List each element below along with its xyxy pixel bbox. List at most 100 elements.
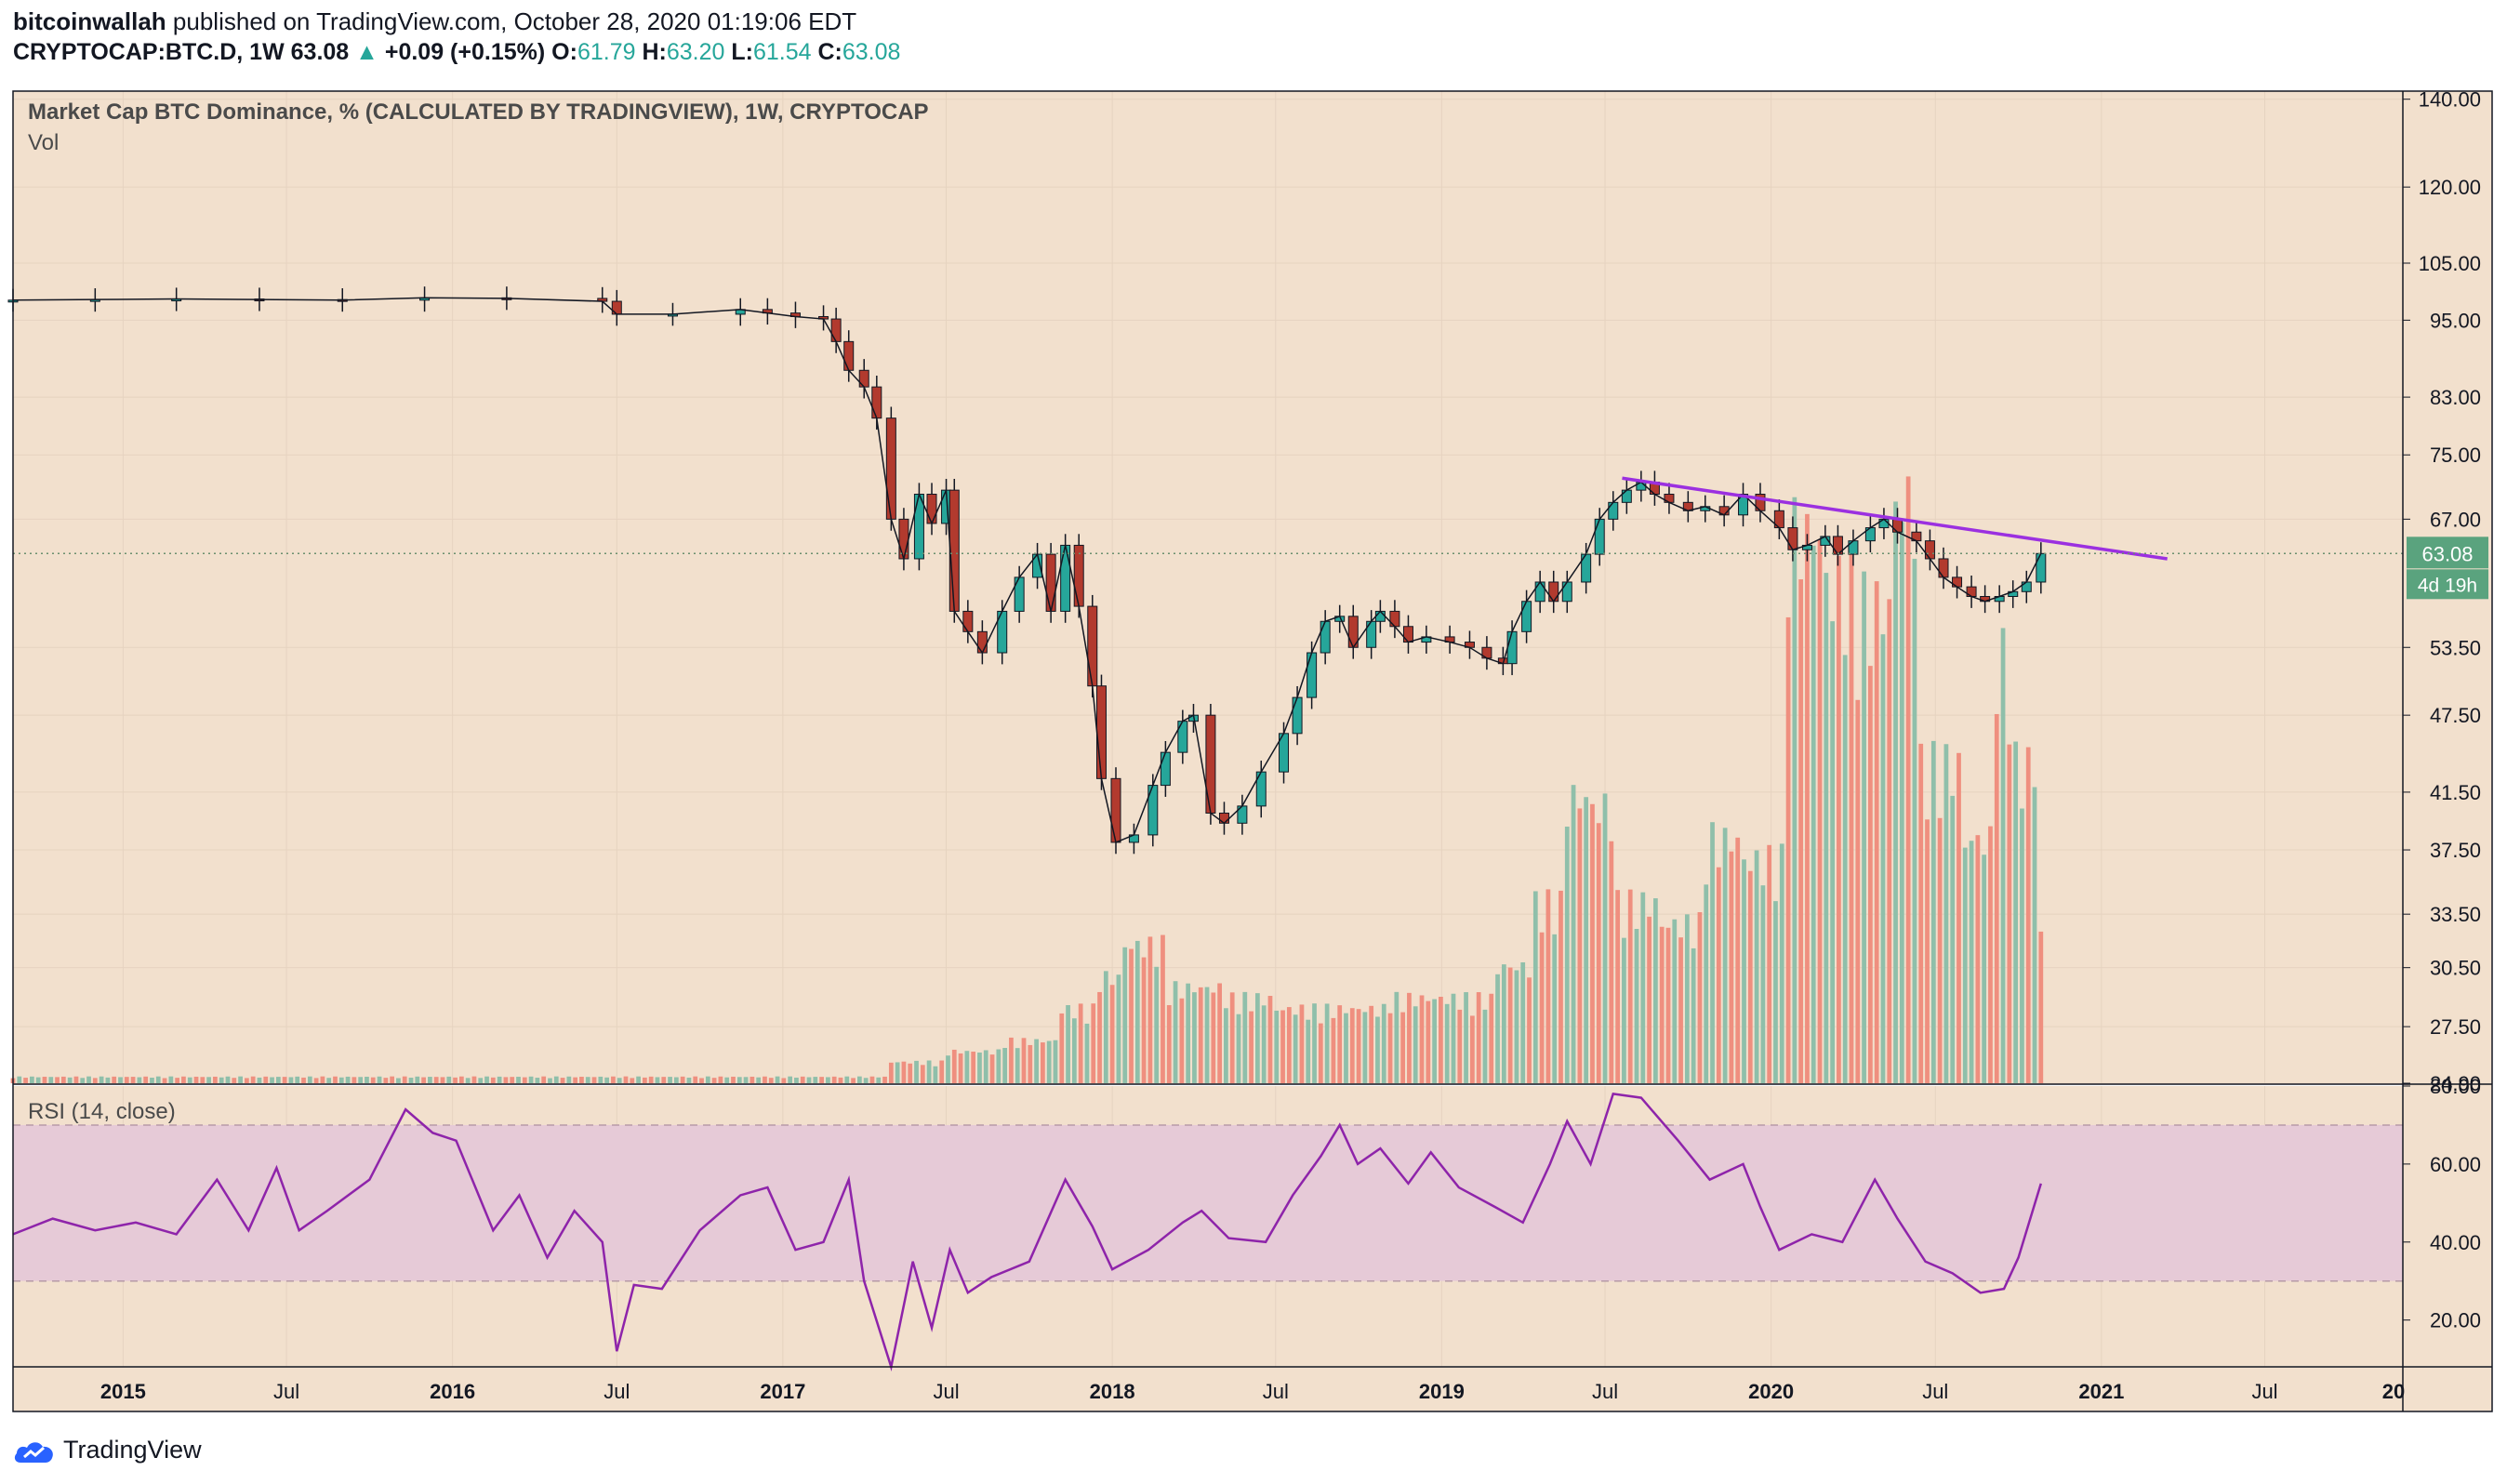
- volume-bar: [1527, 977, 1532, 1083]
- volume-bar: [358, 1077, 364, 1083]
- volume-bar: [876, 1077, 882, 1083]
- volume-bar: [175, 1078, 180, 1083]
- volume-bar: [1817, 539, 1823, 1083]
- volume-bar: [1154, 966, 1160, 1083]
- volume-bar: [1773, 901, 1778, 1083]
- volume-bar: [2000, 628, 2006, 1083]
- volume-bar: [86, 1076, 91, 1083]
- candle-body: [2021, 581, 2032, 592]
- volume-bar: [1166, 1005, 1172, 1083]
- volume-bar: [390, 1076, 395, 1083]
- author-name[interactable]: bitcoinwallah: [13, 7, 166, 35]
- volume-bar: [345, 1076, 351, 1083]
- volume-bar: [1426, 1000, 1431, 1083]
- candle-body: [1307, 652, 1318, 698]
- volume-bar: [35, 1077, 41, 1083]
- volume-bar: [1982, 855, 1987, 1083]
- volume-bar: [200, 1077, 206, 1083]
- volume-bar: [1318, 1023, 1323, 1083]
- volume-bar: [270, 1077, 274, 1083]
- volume-bar: [1280, 1010, 1285, 1083]
- volume-bar: [819, 1077, 824, 1083]
- volume-bar: [1419, 995, 1425, 1083]
- volume-bar: [1255, 993, 1260, 1083]
- time-axis-label: 2021: [2078, 1380, 2124, 1403]
- rsi-band: [13, 1124, 2403, 1281]
- last-price-label: 63.08: [2421, 542, 2473, 565]
- volume-bar: [1028, 1044, 1033, 1083]
- volume-bar: [383, 1078, 389, 1083]
- volume-bar: [490, 1077, 496, 1083]
- volume-bar: [1286, 1007, 1292, 1083]
- volume-bar: [1204, 987, 1210, 1083]
- volume-bar: [617, 1078, 622, 1083]
- volume-bar: [1640, 892, 1646, 1083]
- volume-bar: [187, 1077, 192, 1083]
- symbol-name: CRYPTOCAP:BTC.D, 1W: [13, 39, 285, 65]
- volume-bar: [124, 1077, 129, 1083]
- volume-bar: [630, 1078, 635, 1083]
- volume-bar: [699, 1078, 704, 1083]
- volume-bar: [958, 1053, 963, 1083]
- volume-bar: [1501, 964, 1506, 1083]
- up-arrow-icon: ▲: [355, 39, 378, 65]
- volume-bar: [1785, 616, 1791, 1083]
- volume-bar: [1261, 1005, 1267, 1083]
- time-axis-label: Jul: [604, 1380, 630, 1403]
- volume-bar: [1622, 937, 1626, 1083]
- volume-bar: [55, 1077, 60, 1083]
- rsi-pane-title: RSI (14, close): [28, 1099, 176, 1124]
- volume-bar: [1464, 992, 1468, 1083]
- volume-bar: [882, 1076, 887, 1083]
- volume-bar: [73, 1076, 79, 1083]
- volume-bar: [1507, 967, 1513, 1083]
- volume-bar: [2038, 931, 2044, 1083]
- volume-bar: [17, 1076, 22, 1083]
- candle-body: [1787, 527, 1798, 550]
- volume-bar: [1312, 1003, 1317, 1083]
- volume-bar: [983, 1050, 988, 1083]
- price-axis-label: 47.50: [2430, 704, 2481, 727]
- volume-bar: [856, 1076, 862, 1083]
- time-axis-label: Jul: [2251, 1380, 2277, 1403]
- time-axis-label: Jul: [933, 1380, 959, 1403]
- candle-body: [1548, 581, 1559, 603]
- volume-bar: [1217, 983, 1222, 1083]
- volume-bar: [1653, 898, 1658, 1083]
- volume-bar: [1489, 993, 1494, 1083]
- tradingview-logo[interactable]: TradingView: [13, 1436, 202, 1464]
- volume-bar: [1059, 1013, 1065, 1083]
- volume-bar: [971, 1051, 976, 1083]
- volume-bar: [1324, 1003, 1330, 1083]
- volume-bar: [1293, 1014, 1298, 1083]
- volume-bar: [1742, 859, 1746, 1083]
- volume-bar: [1349, 1008, 1355, 1083]
- candle-body: [976, 630, 988, 654]
- volume-bar: [1495, 974, 1500, 1083]
- volume-bar: [1109, 985, 1115, 1083]
- volume-bar: [831, 1076, 837, 1083]
- volume-bar: [288, 1077, 294, 1083]
- volume-bar: [510, 1077, 515, 1083]
- chart-frame: [12, 90, 2493, 1412]
- volume-bar: [1918, 743, 1924, 1083]
- volume-bar: [2013, 741, 2019, 1083]
- volume-bar: [1779, 843, 1784, 1083]
- volume-bar: [143, 1076, 149, 1083]
- volume-bar: [1994, 713, 1999, 1083]
- volume-bar: [1066, 1005, 1070, 1083]
- volume-bar: [1811, 545, 1816, 1083]
- price-axis-label: 30.50: [2430, 957, 2481, 980]
- candle-body: [1045, 553, 1056, 612]
- volume-bar: [1729, 851, 1734, 1083]
- volume-bar: [1584, 797, 1589, 1083]
- publish-info: bitcoinwallah published on TradingView.c…: [13, 7, 856, 36]
- volume-bar: [1242, 991, 1248, 1083]
- volume-bar: [1969, 841, 1974, 1083]
- time-axis-label: 2020: [1748, 1380, 1794, 1403]
- candle-body: [885, 417, 896, 520]
- volume-bar: [465, 1078, 471, 1083]
- volume-bar: [1842, 655, 1848, 1083]
- volume-bar: [541, 1076, 547, 1083]
